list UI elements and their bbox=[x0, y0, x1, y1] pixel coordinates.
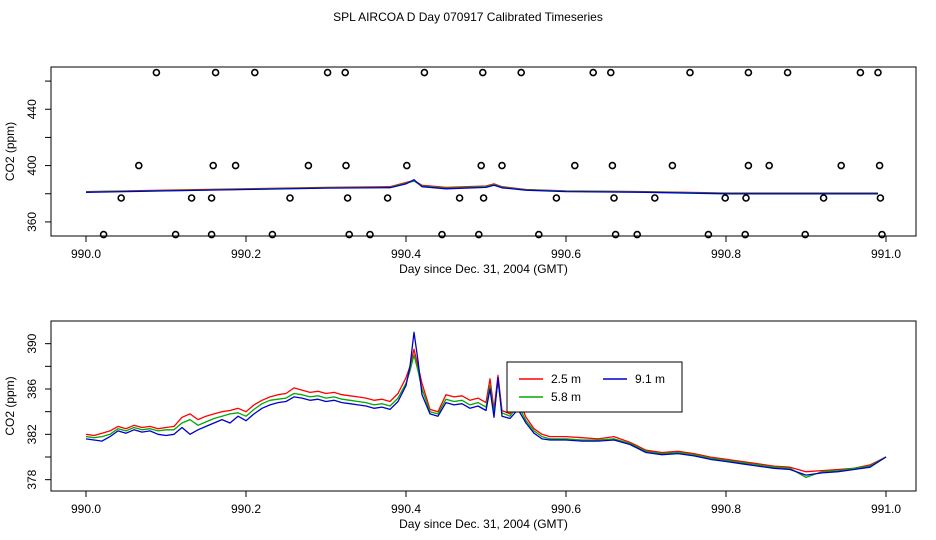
data-point bbox=[744, 68, 753, 77]
data-point bbox=[801, 230, 810, 239]
data-point bbox=[633, 230, 642, 239]
legend: 2.5 m 9.1 m 5.8 m bbox=[506, 361, 683, 413]
data-point bbox=[209, 161, 217, 170]
data-point bbox=[704, 230, 713, 239]
data-point bbox=[286, 194, 294, 202]
data-point bbox=[611, 230, 620, 239]
data-point bbox=[268, 230, 277, 239]
top-panel: 990.0 990.2 990.4 990.6 990.8 991.0 360 400 440 D… bbox=[3, 66, 917, 276]
x-tick-label: 990.4 bbox=[391, 502, 421, 516]
data-point bbox=[474, 230, 483, 239]
legend-label: 2.5 m bbox=[551, 372, 581, 386]
data-point bbox=[342, 161, 350, 170]
x-tick-label: 990.2 bbox=[231, 502, 261, 516]
data-point bbox=[478, 68, 487, 77]
data-point bbox=[207, 230, 216, 239]
data-point bbox=[878, 230, 886, 239]
data-point bbox=[517, 68, 526, 77]
data-point bbox=[207, 194, 216, 202]
data-point bbox=[402, 161, 411, 170]
data-point bbox=[570, 161, 579, 170]
data-point bbox=[323, 68, 332, 77]
data-point bbox=[742, 194, 750, 202]
data-point bbox=[534, 230, 543, 239]
data-point bbox=[837, 161, 846, 170]
data-point bbox=[341, 68, 350, 77]
data-point bbox=[420, 68, 429, 77]
legend-label: 5.8 m bbox=[551, 390, 581, 404]
y-axis-label: CO2 (ppm) bbox=[3, 122, 17, 181]
y-tick-label: 440 bbox=[25, 99, 39, 119]
data-point bbox=[875, 161, 884, 170]
data-point bbox=[744, 161, 753, 170]
data-point bbox=[608, 161, 617, 170]
data-point bbox=[765, 161, 774, 170]
data-point bbox=[876, 194, 885, 202]
data-point bbox=[552, 194, 561, 202]
data-point bbox=[366, 230, 374, 239]
x-tick-label: 990.0 bbox=[71, 247, 101, 261]
data-point bbox=[135, 161, 143, 170]
data-point bbox=[345, 230, 354, 239]
x-axis-label: Day since Dec. 31, 2004 (GMT) bbox=[399, 517, 568, 531]
data-point bbox=[171, 230, 180, 239]
y-tick-label: 386 bbox=[25, 379, 39, 399]
series-line-2-5-m bbox=[85, 348, 887, 473]
data-point bbox=[498, 161, 506, 170]
y-tick-label: 360 bbox=[25, 212, 39, 232]
data-point bbox=[438, 230, 446, 239]
series-line-5-8-m bbox=[85, 354, 887, 479]
legend-box bbox=[506, 361, 683, 413]
data-point bbox=[741, 230, 750, 239]
legend-label: 9.1 m bbox=[635, 372, 665, 386]
data-point bbox=[455, 194, 464, 202]
y-tick-label: 400 bbox=[25, 155, 39, 175]
x-tick-label: 991.0 bbox=[871, 247, 901, 261]
data-point bbox=[343, 194, 352, 202]
bottom-plot-frame bbox=[50, 320, 917, 492]
data-point bbox=[589, 68, 598, 77]
x-tick-label: 990.0 bbox=[71, 502, 101, 516]
x-tick-label: 990.6 bbox=[551, 502, 581, 516]
y-tick-label: 382 bbox=[25, 424, 39, 444]
x-tick-label: 990.6 bbox=[551, 247, 581, 261]
series-line-9-1-m bbox=[85, 179, 878, 195]
x-tick-label: 990.8 bbox=[711, 247, 741, 261]
data-point bbox=[117, 194, 125, 202]
data-point bbox=[668, 161, 677, 170]
data-point bbox=[686, 68, 694, 77]
data-point bbox=[99, 230, 108, 239]
data-point bbox=[231, 161, 240, 170]
data-point bbox=[304, 161, 313, 170]
data-point bbox=[479, 194, 488, 202]
x-axis-label: Day since Dec. 31, 2004 (GMT) bbox=[399, 262, 568, 276]
data-point bbox=[856, 68, 865, 77]
bottom-panel: 990.0 990.2 990.4 990.6 990.8 991.0 378 382 386 3… bbox=[3, 320, 917, 531]
y-axis-label: CO2 (ppm) bbox=[3, 376, 17, 435]
data-point bbox=[610, 194, 618, 202]
data-point bbox=[383, 194, 392, 202]
data-point bbox=[650, 194, 659, 202]
y-tick-label: 390 bbox=[25, 333, 39, 353]
data-point bbox=[874, 68, 882, 77]
x-tick-label: 991.0 bbox=[871, 502, 901, 516]
x-tick-label: 990.2 bbox=[231, 247, 261, 261]
data-point bbox=[211, 68, 220, 77]
data-point bbox=[606, 68, 615, 77]
figure-title: SPL AIRCOA D Day 070917 Calibrated Times… bbox=[333, 10, 603, 24]
series-line-9-1-m bbox=[85, 331, 887, 476]
x-tick-label: 990.8 bbox=[711, 502, 741, 516]
data-point bbox=[152, 68, 161, 77]
data-point bbox=[251, 68, 259, 77]
top-plot-frame bbox=[50, 66, 917, 237]
y-tick-label: 378 bbox=[25, 469, 39, 489]
data-point bbox=[477, 161, 486, 170]
data-point bbox=[783, 68, 792, 77]
data-point bbox=[187, 194, 196, 202]
data-point bbox=[819, 194, 828, 202]
data-point bbox=[721, 194, 730, 202]
x-tick-label: 990.4 bbox=[391, 247, 421, 261]
